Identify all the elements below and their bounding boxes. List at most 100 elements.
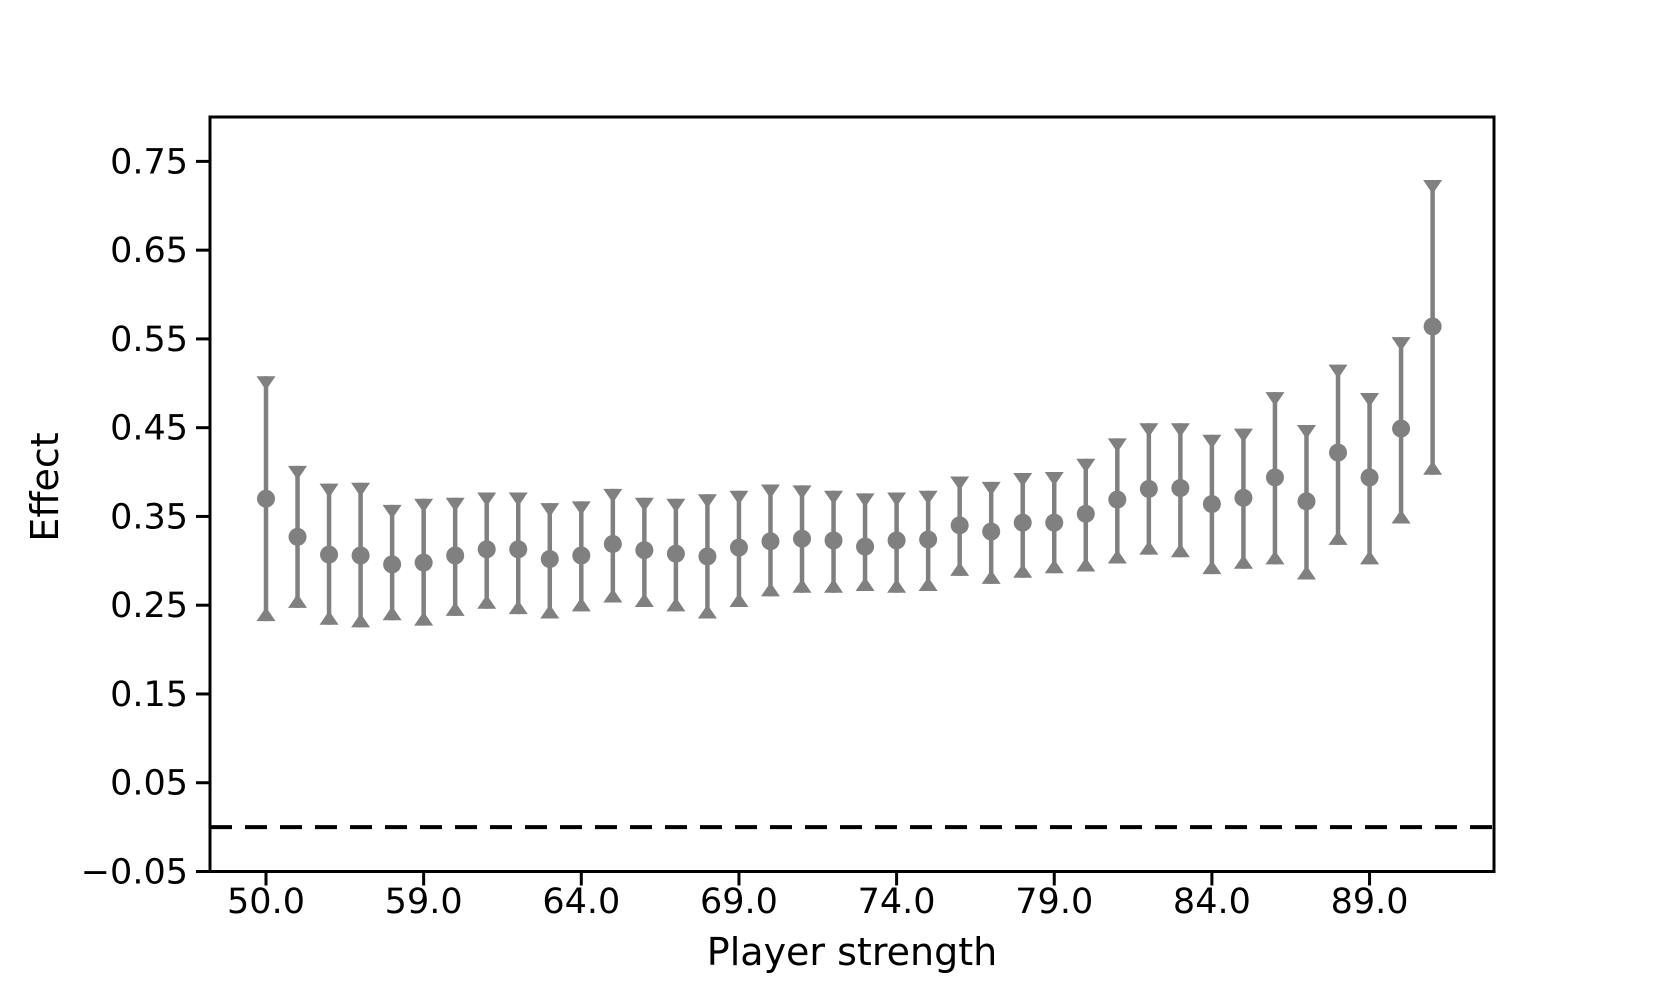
data-point-marker (540, 550, 559, 569)
y-tick-label: 0.75 (110, 142, 188, 182)
lower-cap-caret-icon (760, 582, 780, 597)
x-tick-label: 74.0 (858, 882, 936, 922)
data-point-marker (635, 541, 654, 560)
lower-cap-caret-icon (508, 600, 528, 615)
data-point-marker (950, 516, 969, 535)
lower-cap-caret-icon (1360, 550, 1380, 565)
lower-cap-caret-icon (666, 597, 686, 612)
x-tick-label: 84.0 (1173, 882, 1251, 922)
lower-cap-caret-icon (288, 593, 308, 608)
lower-cap-caret-icon (319, 610, 339, 625)
upper-cap-caret-icon (1013, 472, 1033, 487)
data-point-marker (666, 544, 685, 563)
upper-cap-caret-icon (477, 492, 497, 507)
data-point-marker (288, 527, 307, 546)
upper-cap-caret-icon (981, 481, 1001, 496)
y-tick-label: 0.35 (110, 497, 188, 537)
lower-cap-caret-icon (603, 588, 623, 603)
y-tick-label: 0.65 (110, 231, 188, 271)
data-point-marker (603, 534, 622, 553)
data-point-marker (1297, 492, 1316, 511)
data-point-marker (1045, 513, 1064, 532)
lower-cap-caret-icon (1139, 540, 1159, 555)
upper-cap-caret-icon (1233, 428, 1253, 443)
y-tick-label: 0.55 (110, 320, 188, 360)
data-point-marker (698, 547, 717, 566)
lower-cap-caret-icon (1233, 554, 1253, 569)
lower-cap-caret-icon (1328, 530, 1348, 545)
y-tick-label: 0.25 (110, 586, 188, 626)
x-tick-label: 64.0 (542, 882, 620, 922)
lower-cap-caret-icon (1076, 557, 1096, 572)
upper-cap-caret-icon (1076, 458, 1096, 473)
data-point-marker (1013, 513, 1032, 532)
lower-cap-caret-icon (855, 577, 875, 592)
upper-cap-caret-icon (792, 485, 812, 500)
data-point-marker (1360, 468, 1379, 487)
data-point-marker (793, 529, 812, 548)
data-point-marker (320, 545, 339, 564)
data-point-marker (383, 555, 402, 574)
data-point-marker (1234, 488, 1253, 507)
upper-cap-caret-icon (256, 376, 276, 391)
x-tick-label: 79.0 (1015, 882, 1093, 922)
upper-cap-caret-icon (1265, 392, 1285, 407)
y-tick-label: 0.15 (110, 675, 188, 715)
lower-cap-caret-icon (729, 592, 749, 607)
lower-cap-caret-icon (824, 578, 844, 593)
upper-cap-caret-icon (1170, 423, 1190, 438)
lower-cap-caret-icon (1423, 460, 1443, 475)
lower-cap-caret-icon (634, 592, 654, 607)
data-point-marker (1171, 479, 1190, 498)
x-tick-label: 50.0 (227, 882, 305, 922)
data-point-marker (1392, 419, 1411, 438)
data-point-marker (477, 540, 496, 559)
data-point-marker (1423, 317, 1442, 336)
upper-cap-caret-icon (1139, 423, 1159, 438)
upper-cap-caret-icon (288, 465, 308, 480)
lower-cap-caret-icon (351, 613, 371, 628)
lower-cap-caret-icon (918, 577, 938, 592)
data-point-marker (1139, 479, 1158, 498)
data-point-marker (1265, 468, 1284, 487)
upper-cap-caret-icon (319, 483, 339, 498)
lower-cap-caret-icon (1202, 560, 1222, 575)
lower-cap-caret-icon (950, 561, 970, 576)
data-point-marker (856, 537, 875, 556)
data-point-marker (761, 532, 780, 551)
data-point-marker (824, 531, 843, 550)
data-point-marker (509, 540, 528, 559)
upper-cap-caret-icon (571, 501, 591, 516)
lower-cap-caret-icon (256, 607, 276, 622)
upper-cap-caret-icon (1360, 393, 1380, 408)
data-point-marker (1329, 443, 1348, 462)
upper-cap-caret-icon (1107, 438, 1127, 453)
x-tick-label: 59.0 (385, 882, 463, 922)
lower-cap-caret-icon (792, 578, 812, 593)
data-point-marker (1076, 504, 1095, 523)
data-point-marker (1202, 495, 1221, 514)
lower-cap-caret-icon (1013, 563, 1033, 578)
lower-cap-caret-icon (1296, 565, 1316, 580)
lower-cap-caret-icon (1044, 559, 1064, 574)
lower-cap-caret-icon (571, 597, 591, 612)
upper-cap-caret-icon (603, 488, 623, 503)
upper-cap-caret-icon (950, 476, 970, 491)
upper-cap-caret-icon (697, 494, 717, 509)
upper-cap-caret-icon (1044, 472, 1064, 487)
upper-cap-caret-icon (351, 482, 371, 497)
x-axis-label: Player strength (706, 930, 998, 974)
upper-cap-caret-icon (1423, 180, 1443, 195)
upper-cap-caret-icon (508, 492, 528, 507)
lower-cap-caret-icon (1265, 550, 1285, 565)
lower-cap-caret-icon (540, 604, 560, 619)
upper-cap-caret-icon (1391, 337, 1411, 352)
lower-cap-caret-icon (1391, 509, 1411, 524)
lower-cap-caret-icon (1107, 549, 1127, 564)
data-point-marker (446, 546, 465, 565)
y-tick-label: 0.45 (110, 409, 188, 449)
lower-cap-caret-icon (1170, 543, 1190, 558)
lower-cap-caret-icon (414, 611, 434, 626)
